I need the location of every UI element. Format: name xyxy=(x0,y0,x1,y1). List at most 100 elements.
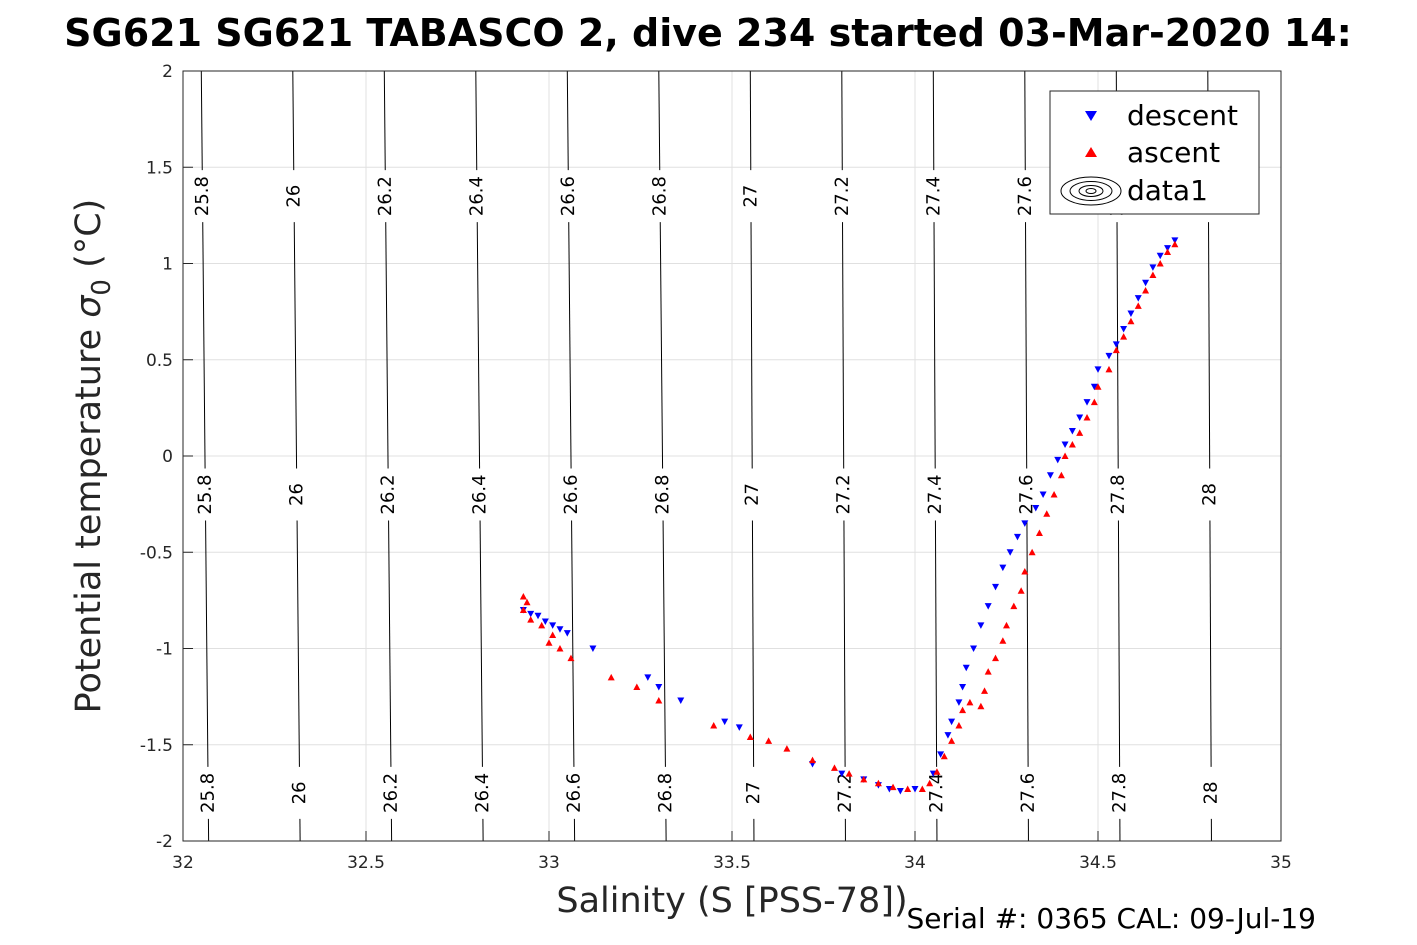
descent-point xyxy=(1039,491,1047,498)
isopycnal-line xyxy=(568,222,572,469)
isopycnal-label: 27.2 xyxy=(833,474,854,514)
isopycnal-label: 26.2 xyxy=(380,773,401,813)
ascent-point xyxy=(959,706,967,714)
descent-point xyxy=(992,583,1000,591)
ascent-point xyxy=(977,702,985,710)
y-axis-label: Potential temperature σ0 (°C) xyxy=(69,199,117,714)
ascent-point xyxy=(1035,529,1043,536)
isopycnal-line xyxy=(659,222,664,469)
ascent-point xyxy=(999,637,1007,644)
ascent-point xyxy=(1050,491,1058,498)
isopycnal-label: 26.8 xyxy=(649,176,670,216)
isopycnal-line xyxy=(202,222,206,469)
ascent-point xyxy=(981,687,989,694)
ascent-point xyxy=(538,621,546,629)
descent-point xyxy=(1013,533,1021,541)
descent-point xyxy=(1164,245,1172,252)
y-tick-label: 1 xyxy=(162,255,173,275)
isopycnal-label: 26 xyxy=(283,185,304,208)
ascent-point xyxy=(1127,317,1135,325)
descent-point xyxy=(955,699,963,706)
isopycnal-label: 25.8 xyxy=(195,474,216,514)
ascent-point xyxy=(607,673,615,681)
descent-point xyxy=(589,645,597,652)
ascent-point xyxy=(948,737,956,744)
legend-box xyxy=(1049,90,1260,215)
ascent-point xyxy=(1043,510,1051,517)
ascent-point xyxy=(1068,440,1076,448)
descent-point xyxy=(1046,472,1054,479)
ascent-point xyxy=(966,698,974,706)
ascent-point xyxy=(889,783,897,791)
y-axis-label-subscript: 0 xyxy=(87,279,117,296)
ascent-point xyxy=(527,616,535,623)
descent-point xyxy=(1094,366,1102,373)
isopycnal-line xyxy=(385,222,389,469)
legend: descent ascent data1 xyxy=(1049,90,1260,215)
ascent-point xyxy=(746,733,754,741)
x-tick-label: 33.5 xyxy=(713,853,751,873)
ascent-point xyxy=(845,770,853,777)
ascent-point xyxy=(1120,333,1128,340)
ascent-point xyxy=(567,654,575,662)
y-tick-label: 2 xyxy=(162,62,173,82)
ascent-point xyxy=(783,745,791,752)
descent-point xyxy=(721,718,729,726)
descent-point xyxy=(644,674,652,681)
descent-point xyxy=(1142,279,1150,287)
ascent-point xyxy=(992,654,1000,662)
ascent-point xyxy=(933,768,941,775)
isopycnal-label: 26.8 xyxy=(655,773,676,813)
x-tick-label: 33 xyxy=(538,853,560,873)
x-tick-label: 32 xyxy=(172,853,194,873)
ascent-point xyxy=(519,593,527,600)
isopycnal-line xyxy=(933,222,936,469)
legend-contour-icon xyxy=(1060,176,1122,206)
descent-point xyxy=(896,787,904,795)
isopycnal-label: 26.6 xyxy=(558,176,579,216)
descent-point xyxy=(962,664,970,672)
isopycnal-line xyxy=(205,520,209,767)
ascent-point xyxy=(523,598,531,606)
ascent-point xyxy=(633,683,641,690)
isopycnal-label: 27.8 xyxy=(1109,773,1130,813)
isopycnal-label: 27.4 xyxy=(926,773,947,813)
ascent-point xyxy=(940,752,948,760)
isopycnal-line xyxy=(479,520,483,767)
isopycnal-label: 26 xyxy=(289,781,310,804)
isopycnal-line xyxy=(1117,520,1121,767)
descent-point xyxy=(655,684,663,691)
isopycnal-label: 26 xyxy=(286,483,307,506)
isopycnal-contours: 25.8 25.8 25.8 26 26 26 26.2 26.2 26.2 26.4 26.4 26… xyxy=(192,70,1222,842)
x-tick-label: 34.5 xyxy=(1079,853,1117,873)
descent-point xyxy=(1006,549,1014,556)
y-tick-label: -1.5 xyxy=(140,736,173,756)
isopycnal-label: 27 xyxy=(743,781,764,804)
isopycnal-label: 27.2 xyxy=(835,773,856,813)
serial-cal-footer: Serial #: 0365 CAL: 09-Jul-19 xyxy=(906,902,1316,935)
descent-point xyxy=(1134,295,1142,302)
isopycnal-label: 26.2 xyxy=(378,474,399,514)
ascent-point xyxy=(1028,548,1036,556)
descent-point xyxy=(970,645,978,652)
legend-ascent-marker xyxy=(1085,147,1097,157)
isopycnal-label: 27.4 xyxy=(923,176,944,216)
ascent-point xyxy=(549,631,557,639)
ascent-point xyxy=(860,775,868,783)
descent-point xyxy=(1156,252,1164,260)
isopycnal-line xyxy=(296,520,300,767)
isopycnal-label: 26.4 xyxy=(466,176,487,216)
isopycnal-label: 27.6 xyxy=(1016,474,1037,514)
descent-point xyxy=(911,786,919,793)
chart-title: SG621 SG621 TABASCO 2, dive 234 started … xyxy=(64,11,1352,55)
descent-point xyxy=(735,724,743,731)
isopycnal-line xyxy=(1209,520,1212,767)
ascent-point xyxy=(1112,346,1120,354)
descent-point xyxy=(1171,237,1179,244)
x-axis-ticks: 32 32.5 33 33.5 34 34.5 35 xyxy=(172,831,1292,873)
legend-descent-label: descent xyxy=(1127,99,1238,132)
isopycnal-label: 27.4 xyxy=(925,474,946,514)
ascent-point xyxy=(765,737,773,744)
descent-point xyxy=(1061,441,1069,448)
